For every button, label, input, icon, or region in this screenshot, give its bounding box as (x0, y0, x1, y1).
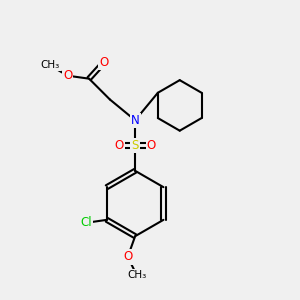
Text: O: O (99, 56, 109, 69)
Text: O: O (147, 139, 156, 152)
Text: CH₃: CH₃ (40, 60, 59, 70)
Text: S: S (131, 139, 139, 152)
Text: Cl: Cl (80, 216, 92, 229)
Text: CH₃: CH₃ (127, 270, 146, 280)
Text: O: O (114, 139, 123, 152)
Text: O: O (123, 250, 132, 263)
Text: O: O (63, 69, 72, 82)
Text: N: N (131, 114, 140, 127)
